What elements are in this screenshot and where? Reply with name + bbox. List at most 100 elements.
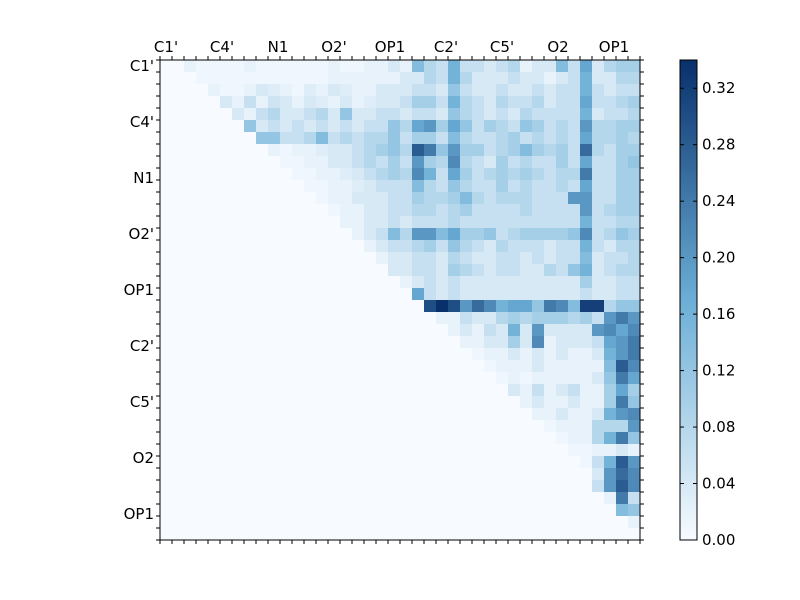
heatmap-cell (544, 408, 557, 421)
heatmap-cell (280, 96, 293, 109)
heatmap-cells (160, 60, 641, 541)
heatmap-cell (196, 516, 209, 529)
heatmap-cell (340, 276, 353, 289)
heatmap-cell (388, 516, 401, 529)
heatmap-cell (160, 216, 173, 229)
heatmap-cell (628, 276, 641, 289)
heatmap-cell (484, 192, 497, 205)
heatmap-cell (580, 228, 593, 241)
heatmap-cell (388, 180, 401, 193)
heatmap-cell (328, 468, 341, 481)
heatmap-cell (268, 168, 281, 181)
heatmap-cell (472, 228, 485, 241)
heatmap-cell (448, 264, 461, 277)
heatmap-cell (628, 324, 641, 337)
heatmap-cell (448, 444, 461, 457)
heatmap-cell (340, 432, 353, 445)
heatmap-cell (172, 84, 185, 97)
heatmap-cell (292, 360, 305, 373)
heatmap-cell (604, 444, 617, 457)
heatmap-cell (268, 144, 281, 157)
heatmap-cell (556, 180, 569, 193)
heatmap-cell (436, 72, 449, 85)
heatmap-cell (352, 480, 365, 493)
heatmap-cell (220, 516, 233, 529)
heatmap-cell (208, 468, 221, 481)
heatmap-cell (532, 132, 545, 145)
heatmap-cell (496, 456, 509, 469)
heatmap-cell (472, 108, 485, 121)
heatmap-cell (400, 432, 413, 445)
heatmap-cell (328, 168, 341, 181)
heatmap-cell (448, 156, 461, 169)
heatmap-cell (484, 96, 497, 109)
heatmap-cell (448, 324, 461, 337)
heatmap-cell (232, 396, 245, 409)
heatmap-cell (244, 396, 257, 409)
heatmap-cell (520, 384, 533, 397)
heatmap-cell (436, 516, 449, 529)
heatmap-cell (472, 240, 485, 253)
heatmap-cell (172, 156, 185, 169)
heatmap-cell (520, 252, 533, 265)
heatmap-cell (580, 84, 593, 97)
heatmap-cell (484, 144, 497, 157)
heatmap-cell (484, 120, 497, 133)
heatmap-cell (496, 288, 509, 301)
heatmap-cell (364, 132, 377, 145)
heatmap-cell (568, 192, 581, 205)
heatmap-cell (424, 384, 437, 397)
heatmap-cell (580, 468, 593, 481)
heatmap-cell (508, 72, 521, 85)
heatmap-cell (208, 408, 221, 421)
heatmap-cell (196, 312, 209, 325)
heatmap-cell (268, 120, 281, 133)
heatmap-cell (520, 396, 533, 409)
heatmap-cell (256, 228, 269, 241)
heatmap-cell (472, 180, 485, 193)
heatmap-cell (436, 180, 449, 193)
heatmap-cell (400, 480, 413, 493)
heatmap-cell (628, 264, 641, 277)
heatmap-cell (220, 228, 233, 241)
heatmap-cell (268, 480, 281, 493)
heatmap-cell (232, 120, 245, 133)
heatmap-cell (556, 276, 569, 289)
heatmap-cell (484, 348, 497, 361)
heatmap-cell (268, 456, 281, 469)
heatmap-cell (184, 252, 197, 265)
heatmap-cell (352, 72, 365, 85)
heatmap-cell (376, 72, 389, 85)
heatmap-cell (556, 336, 569, 349)
heatmap-cell (328, 276, 341, 289)
heatmap-cell (592, 360, 605, 373)
heatmap-cell (196, 180, 209, 193)
heatmap-cell (520, 300, 533, 313)
heatmap-cell (256, 180, 269, 193)
heatmap-cell (304, 144, 317, 157)
heatmap-cell (352, 384, 365, 397)
heatmap-cell (496, 468, 509, 481)
heatmap-cell (256, 60, 269, 73)
heatmap-cell (568, 444, 581, 457)
heatmap-cell (412, 276, 425, 289)
heatmap-cell (292, 312, 305, 325)
heatmap-cell (568, 372, 581, 385)
heatmap-cell (196, 396, 209, 409)
heatmap-cell (244, 360, 257, 373)
heatmap-cell (376, 312, 389, 325)
heatmap-cell (232, 468, 245, 481)
heatmap-cell (592, 276, 605, 289)
heatmap-cell (268, 228, 281, 241)
heatmap-cell (292, 240, 305, 253)
heatmap-cell (196, 420, 209, 433)
heatmap-cell (172, 468, 185, 481)
heatmap-cell (340, 96, 353, 109)
heatmap-cell (616, 456, 629, 469)
heatmap-cell (496, 300, 509, 313)
heatmap-cell (544, 480, 557, 493)
heatmap-cell (196, 72, 209, 85)
heatmap-cell (280, 408, 293, 421)
heatmap-cell (472, 312, 485, 325)
heatmap-cell (172, 372, 185, 385)
